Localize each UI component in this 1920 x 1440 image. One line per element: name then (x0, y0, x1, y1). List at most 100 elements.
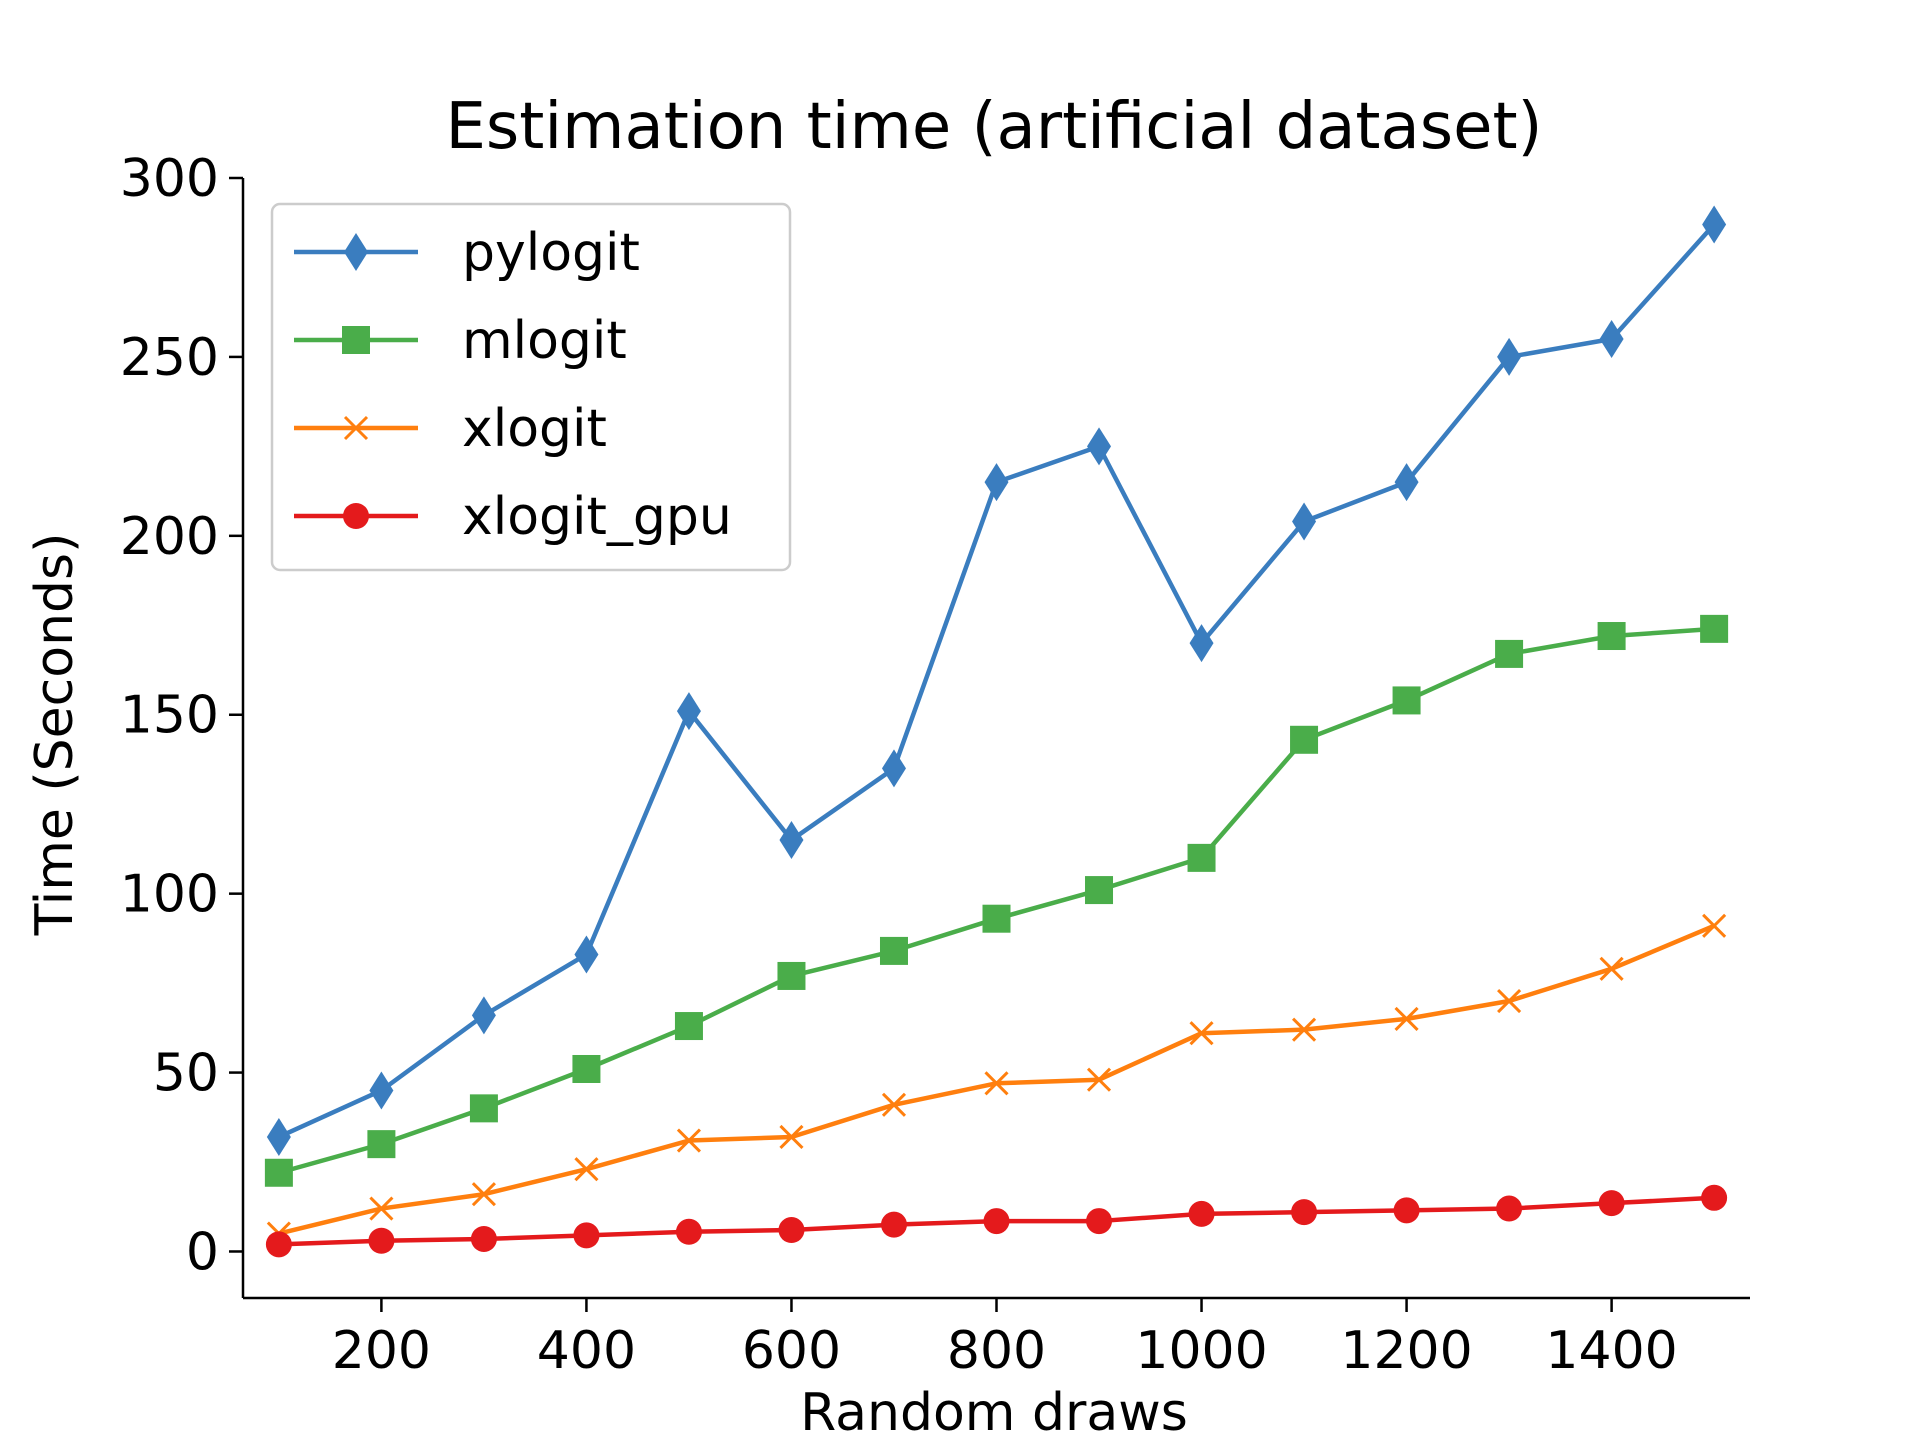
legend-item-xlogit: xlogit (294, 399, 607, 459)
legend-marker (344, 233, 368, 271)
series-line-mlogit (278, 626, 1715, 1175)
data-point-xlogit (779, 1124, 804, 1150)
series-xlogit_gpu (265, 1184, 1728, 1258)
data-point-pylogit (1702, 205, 1727, 244)
y-tick-label: 200 (120, 507, 219, 567)
data-point-xlogit (1291, 1017, 1317, 1042)
legend-label: xlogit_gpu (462, 487, 732, 547)
data-point-xlogit (1702, 913, 1727, 938)
x-tick-label: 800 (947, 1321, 1046, 1381)
data-point-xlogit_gpu (1291, 1199, 1318, 1226)
data-point-pylogit (1087, 427, 1112, 466)
data-point-xlogit (471, 1182, 496, 1207)
data-point-pylogit (369, 1071, 394, 1110)
data-point-xlogit_gpu (880, 1211, 907, 1238)
x-tick-label: 200 (332, 1321, 431, 1381)
x-tick-label: 1400 (1545, 1321, 1677, 1381)
legend-label: mlogit (462, 311, 627, 371)
data-point-xlogit (1189, 1021, 1214, 1046)
data-point-xlogit_gpu (778, 1217, 805, 1244)
x-tick-label: 400 (537, 1321, 636, 1381)
data-point-xlogit (1086, 1067, 1112, 1092)
y-tick-label: 300 (120, 149, 219, 209)
data-point-pylogit (881, 749, 906, 788)
data-point-pylogit (1599, 320, 1624, 359)
axes: 0 50 100 150 200 250 300 200 400 600 800 1000 1200 14… (120, 149, 1750, 1381)
data-point-xlogit (1497, 988, 1522, 1014)
data-point-pylogit (779, 820, 804, 859)
data-point-pylogit (984, 463, 1009, 502)
y-tick-label: 50 (153, 1044, 219, 1104)
legend-item-xlogit_gpu: xlogit_gpu (294, 487, 732, 547)
legend: pylogit mlogit xlogit xlogit_gpu (270, 202, 792, 572)
series-line-xlogit (278, 923, 1715, 1236)
data-point-xlogit_gpu (368, 1227, 395, 1254)
data-point-mlogit (367, 1130, 396, 1159)
data-point-mlogit (1597, 622, 1626, 651)
data-point-xlogit (1394, 1006, 1419, 1031)
data-point-xlogit_gpu (675, 1218, 702, 1245)
series-pylogit (266, 205, 1727, 1156)
data-point-mlogit (1700, 614, 1729, 643)
legend-item-mlogit: mlogit (294, 311, 627, 371)
legend-marker (342, 326, 370, 354)
y-tick-label: 250 (120, 328, 219, 388)
data-point-xlogit_gpu (1496, 1195, 1523, 1222)
data-point-mlogit (1495, 639, 1524, 668)
data-point-xlogit_gpu (1188, 1200, 1215, 1227)
data-point-mlogit (1187, 843, 1216, 872)
series-layer (264, 205, 1729, 1258)
data-point-pylogit (574, 935, 599, 974)
data-point-xlogit (676, 1128, 702, 1153)
y-tick-label: 0 (186, 1222, 219, 1282)
legend-marker (343, 503, 369, 529)
data-point-mlogit (1392, 686, 1421, 715)
data-point-pylogit (1189, 624, 1214, 663)
x-axis-label: Random draws (800, 1383, 1188, 1440)
chart-title: Estimation time (artificial dataset) (445, 90, 1542, 164)
data-point-xlogit (369, 1196, 394, 1221)
data-point-pylogit (676, 692, 701, 731)
data-point-pylogit (1292, 502, 1317, 541)
y-tick-label: 150 (120, 686, 219, 746)
data-point-xlogit_gpu (1598, 1190, 1625, 1217)
y-axis-label: Time (Seconds) (25, 533, 85, 937)
data-point-xlogit (574, 1157, 599, 1182)
data-point-xlogit_gpu (1393, 1197, 1420, 1224)
data-point-pylogit (1497, 337, 1522, 376)
data-point-mlogit (777, 961, 806, 990)
legend-label: pylogit (462, 223, 640, 283)
legend-box (270, 202, 792, 572)
data-point-mlogit (982, 904, 1011, 933)
legend-item-pylogit: pylogit (294, 223, 640, 283)
data-point-mlogit (879, 936, 908, 965)
data-point-pylogit (266, 1117, 291, 1156)
legend-marker (343, 415, 369, 441)
x-tick-label: 1000 (1135, 1321, 1267, 1381)
data-point-xlogit_gpu (983, 1208, 1010, 1235)
data-point-mlogit (469, 1094, 498, 1123)
data-point-xlogit_gpu (1086, 1208, 1113, 1235)
series-mlogit (264, 614, 1729, 1187)
data-point-xlogit_gpu (573, 1222, 600, 1249)
data-point-xlogit_gpu (265, 1231, 292, 1258)
data-point-mlogit (264, 1158, 293, 1187)
data-point-pylogit (1394, 463, 1419, 502)
data-point-xlogit (984, 1071, 1009, 1096)
data-point-mlogit (1290, 725, 1319, 754)
data-point-mlogit (674, 1012, 703, 1041)
data-point-xlogit_gpu (470, 1225, 497, 1252)
x-tick-label: 600 (742, 1321, 841, 1381)
y-tick-label: 100 (120, 865, 219, 925)
data-point-xlogit (1599, 956, 1624, 981)
data-point-pylogit (471, 996, 496, 1035)
data-point-mlogit (1085, 876, 1114, 905)
legend-label: xlogit (462, 399, 607, 459)
data-point-xlogit_gpu (1701, 1184, 1728, 1211)
series-xlogit (266, 913, 1727, 1246)
x-tick-label: 1200 (1340, 1321, 1472, 1381)
data-point-xlogit (881, 1092, 907, 1117)
data-point-mlogit (572, 1054, 601, 1083)
